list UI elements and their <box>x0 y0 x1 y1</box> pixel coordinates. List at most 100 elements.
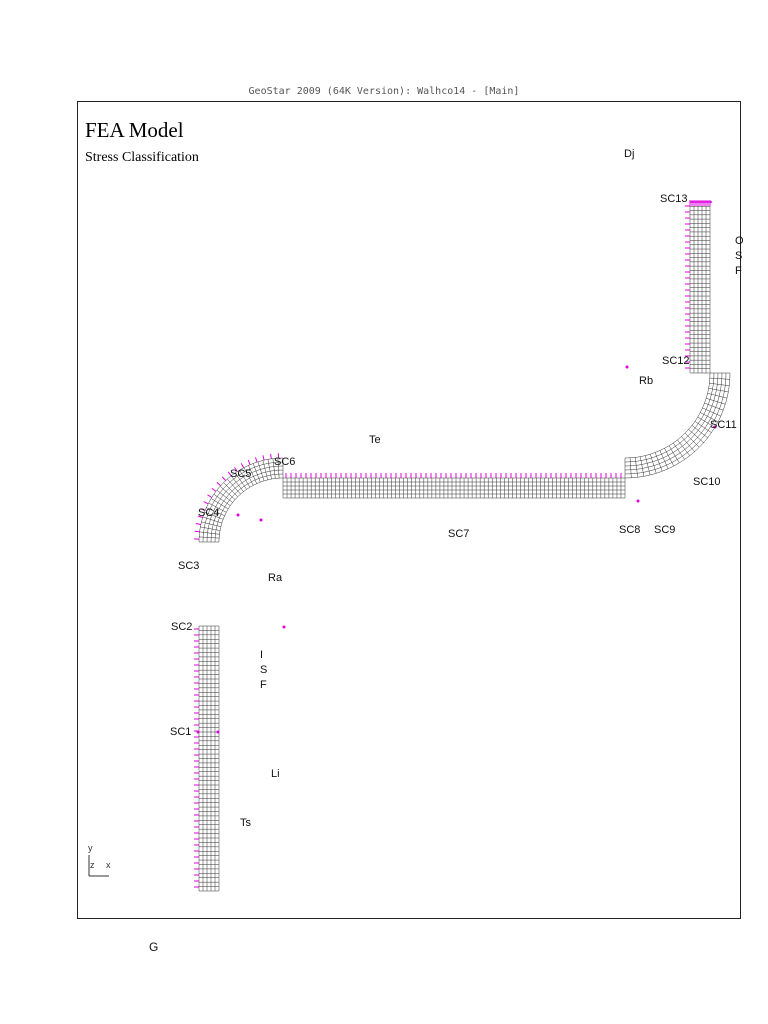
fea-mesh[interactable] <box>78 102 742 920</box>
mesh-line <box>219 486 236 500</box>
mesh-line <box>688 429 704 443</box>
mesh-line <box>202 516 222 524</box>
mesh-line <box>645 455 651 475</box>
node-marker <box>636 499 640 503</box>
section-label-sc5: SC5 <box>230 468 252 480</box>
mesh-line <box>654 452 663 472</box>
mesh-line <box>277 458 280 479</box>
annotation-li: Li <box>271 768 280 780</box>
boundary-tick <box>247 459 251 465</box>
window-title: GeoStar 2009 (64K Version): Walhco14 - [… <box>248 86 520 97</box>
mesh-line <box>227 478 241 495</box>
boundary-tick <box>216 482 221 487</box>
mesh-line <box>691 425 708 438</box>
mesh-line <box>673 442 685 460</box>
axis-triad-icon: y z x <box>88 843 111 877</box>
bottom-label: G <box>149 940 159 954</box>
isf-letter-s: S <box>260 664 268 676</box>
boundary-tick <box>234 467 238 472</box>
model-viewport[interactable]: FEA Model Stress Classification SC1 SC2 … <box>77 101 744 920</box>
mesh-line <box>634 457 638 478</box>
annotation-ra: Ra <box>268 572 283 584</box>
node-marker <box>236 513 240 517</box>
mesh-line <box>201 521 221 527</box>
mesh-line <box>709 382 730 386</box>
mesh-line <box>257 461 265 481</box>
section-label-sc8: SC8 <box>619 524 641 536</box>
mesh-line <box>223 482 238 497</box>
isf-letter-i: I <box>260 649 264 661</box>
mesh-line <box>629 457 632 478</box>
axis-x-label: x <box>106 860 111 870</box>
model-subtitle: Stress Classification <box>85 150 199 165</box>
annotation-rb: Rb <box>639 375 654 387</box>
boundary-tick <box>240 463 245 469</box>
axis-y-label: y <box>88 843 93 853</box>
top-leg-mesh <box>689 201 711 374</box>
node-marker <box>259 518 263 522</box>
mesh-line <box>199 536 220 539</box>
boundary-tick <box>262 455 265 461</box>
section-label-sc13: SC13 <box>660 193 688 205</box>
section-label-sc12: SC12 <box>662 355 690 367</box>
osf-letter-f: F <box>735 265 742 277</box>
mesh-line <box>239 469 251 488</box>
boundary-tick <box>227 471 232 477</box>
mesh-line <box>650 454 657 474</box>
mesh-line <box>706 398 726 405</box>
boundary-tick <box>195 523 201 525</box>
bottom-leg-mesh <box>198 625 220 892</box>
mesh-line <box>702 407 721 417</box>
mesh-line <box>208 502 227 513</box>
boundary-tick <box>197 515 203 518</box>
section-label-sc1: SC1 <box>170 726 192 738</box>
boundary-tick <box>211 487 217 492</box>
node-marker <box>216 730 220 734</box>
mesh-line <box>248 465 257 484</box>
mesh-line <box>681 436 695 452</box>
osf-letter-s: S <box>735 250 743 262</box>
mesh-line <box>694 421 712 433</box>
section-label-sc11: SC11 <box>710 419 737 431</box>
mesh-line <box>213 494 231 506</box>
node-marker <box>713 425 717 429</box>
mesh-line <box>707 393 727 399</box>
boundary-tick <box>203 501 209 505</box>
boundary-tick <box>221 476 227 481</box>
mesh-line <box>668 445 680 464</box>
mesh-line <box>664 448 675 467</box>
mesh-line <box>252 463 261 483</box>
mesh-line <box>709 377 730 380</box>
annotation-dj: Dj <box>624 148 635 160</box>
mesh-line <box>708 388 729 393</box>
isf-letter-f: F <box>260 679 267 691</box>
node-marker <box>196 730 200 734</box>
mesh-line <box>210 498 229 510</box>
section-label-sc4: SC4 <box>198 507 220 519</box>
annotation-ts: Ts <box>240 817 251 829</box>
mesh-line <box>684 432 700 448</box>
osf-letter-o: O <box>735 235 744 247</box>
section-label-sc9: SC9 <box>654 524 676 536</box>
lower-bend-mesh <box>198 457 284 543</box>
mesh-line <box>700 412 719 423</box>
mesh-line <box>267 459 272 480</box>
mesh-line <box>677 439 690 456</box>
section-label-sc3: SC3 <box>178 560 200 572</box>
horizontal-leg-mesh <box>282 477 626 499</box>
node-marker <box>282 625 286 629</box>
mesh-line <box>231 475 244 492</box>
boundary-tick <box>207 494 213 498</box>
mesh-line <box>704 402 724 411</box>
mesh-arc <box>210 469 284 543</box>
mesh-line <box>199 531 220 535</box>
mesh-line <box>697 416 716 428</box>
mesh-line <box>243 467 254 486</box>
annotation-isf: I S F <box>260 648 267 693</box>
annotation-te: Te <box>369 434 381 446</box>
mesh-line <box>200 526 221 531</box>
section-label-sc10: SC10 <box>693 476 721 488</box>
boundary-tick <box>270 453 272 459</box>
mesh-line <box>206 507 225 516</box>
section-label-sc7: SC7 <box>448 528 470 540</box>
